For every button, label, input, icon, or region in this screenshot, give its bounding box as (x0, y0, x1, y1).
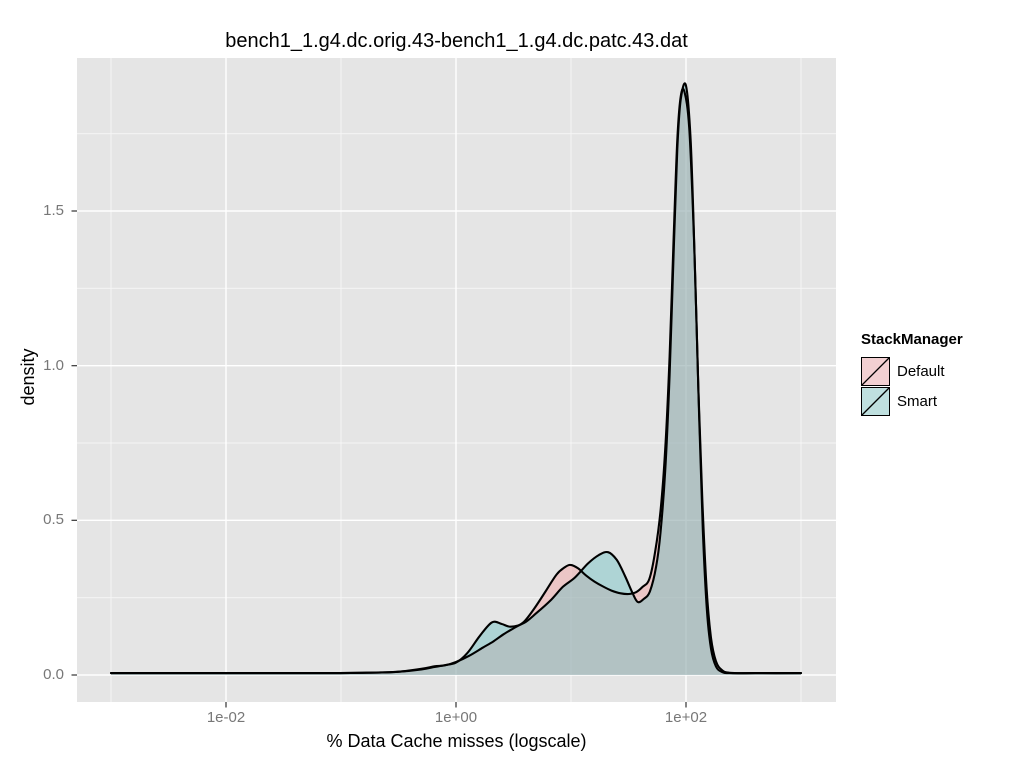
axis-tick-marks (71, 210, 687, 708)
legend-label-default: Default (897, 363, 945, 380)
y-axis-title: density (18, 348, 38, 406)
legend-label-smart: Smart (897, 393, 938, 410)
y-tick-label: 1.0 (43, 357, 64, 374)
plot-title: bench1_1.g4.dc.orig.43-bench1_1.g4.dc.pa… (225, 30, 688, 52)
y-tick-label: 0.0 (43, 666, 64, 683)
legend-key-smart (861, 387, 890, 416)
density-curve-smart (109, 82, 803, 675)
x-tick-label: 1e+00 (434, 709, 478, 726)
legend-diagonal-line-icon (861, 357, 890, 386)
x-axis-title: % Data Cache misses (logscale) (326, 731, 587, 751)
legend-diagonal-line-icon (861, 387, 890, 416)
x-tick-label: 1e-02 (206, 709, 246, 726)
major-gridlines (77, 58, 836, 702)
x-tick-label: 1e+02 (664, 709, 708, 726)
y-tick-label: 1.5 (43, 202, 64, 219)
legend-title: StackManager (861, 331, 963, 348)
legend-key-default (861, 357, 890, 386)
y-tick-label: 0.5 (43, 511, 64, 528)
